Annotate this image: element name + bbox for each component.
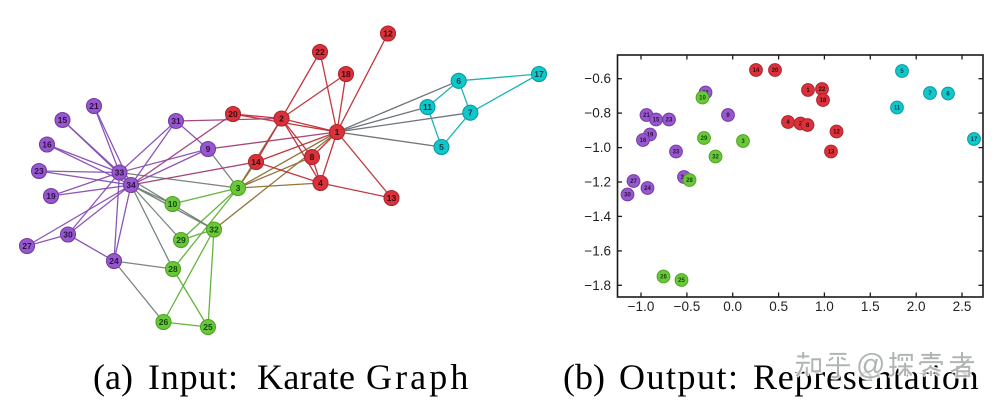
- svg-text:18: 18: [820, 98, 827, 104]
- svg-text:1: 1: [806, 88, 810, 94]
- svg-text:32: 32: [712, 155, 719, 161]
- svg-text:3: 3: [741, 139, 745, 145]
- svg-text:1.5: 1.5: [861, 299, 880, 314]
- svg-text:20: 20: [228, 109, 238, 119]
- svg-text:5: 5: [900, 69, 904, 75]
- svg-text:12: 12: [383, 29, 393, 39]
- svg-text:17: 17: [534, 69, 544, 79]
- svg-text:29: 29: [701, 136, 708, 142]
- svg-text:−1.0: −1.0: [584, 140, 611, 155]
- svg-text:5: 5: [439, 142, 444, 152]
- svg-text:−0.5: −0.5: [674, 299, 701, 314]
- svg-text:−1.2: −1.2: [584, 175, 611, 190]
- svg-text:−1.8: −1.8: [584, 278, 611, 293]
- svg-text:4: 4: [318, 178, 323, 188]
- svg-text:0.0: 0.0: [723, 299, 742, 314]
- svg-text:33: 33: [673, 150, 680, 156]
- svg-text:17: 17: [971, 137, 978, 143]
- svg-text:8: 8: [310, 152, 315, 162]
- svg-text:−1.4: −1.4: [584, 209, 611, 224]
- svg-text:18: 18: [341, 69, 351, 79]
- svg-text:8: 8: [806, 123, 810, 129]
- svg-text:−1.6: −1.6: [584, 243, 611, 258]
- svg-text:@: @: [856, 349, 885, 381]
- svg-text:22: 22: [315, 47, 325, 57]
- svg-text:6: 6: [456, 76, 461, 86]
- svg-text:25: 25: [678, 278, 685, 284]
- svg-text:3: 3: [236, 183, 241, 193]
- svg-text:16: 16: [640, 138, 647, 144]
- svg-text:22: 22: [819, 87, 826, 93]
- svg-text:2: 2: [279, 114, 284, 124]
- svg-text:28: 28: [168, 264, 178, 274]
- svg-text:−0.8: −0.8: [584, 106, 611, 121]
- svg-text:16: 16: [42, 140, 52, 150]
- svg-text:@: @: [856, 349, 885, 381]
- svg-text:26: 26: [660, 275, 667, 281]
- svg-text:13: 13: [828, 150, 835, 156]
- svg-text:27: 27: [22, 241, 32, 251]
- svg-text:7: 7: [928, 91, 932, 97]
- svg-text:25: 25: [203, 322, 213, 332]
- svg-text:11: 11: [423, 102, 432, 112]
- svg-text:10: 10: [699, 96, 706, 102]
- svg-text:2.0: 2.0: [907, 299, 926, 314]
- svg-text:23: 23: [666, 118, 673, 124]
- svg-text:34: 34: [126, 180, 136, 190]
- svg-text:4: 4: [786, 120, 790, 126]
- svg-text:1.0: 1.0: [815, 299, 834, 314]
- svg-text:0.5: 0.5: [769, 299, 788, 314]
- svg-text:7: 7: [468, 108, 473, 118]
- svg-text:−1.0: −1.0: [628, 299, 655, 314]
- svg-text:15: 15: [653, 118, 660, 124]
- svg-text:12: 12: [833, 130, 840, 136]
- svg-text:29: 29: [176, 235, 186, 245]
- svg-text:27: 27: [630, 179, 637, 185]
- svg-text:21: 21: [89, 101, 99, 111]
- svg-text:9: 9: [726, 113, 730, 119]
- svg-text:14: 14: [251, 157, 261, 167]
- svg-text:14: 14: [753, 68, 760, 74]
- svg-text:1: 1: [335, 127, 340, 137]
- svg-text:30: 30: [624, 193, 631, 199]
- svg-text:32: 32: [209, 225, 219, 235]
- svg-text:30: 30: [63, 230, 73, 240]
- svg-text:23: 23: [34, 166, 44, 176]
- svg-text:9: 9: [206, 144, 211, 154]
- svg-text:13: 13: [387, 193, 397, 203]
- svg-text:24: 24: [644, 186, 651, 192]
- svg-text:2.5: 2.5: [953, 299, 972, 314]
- svg-text:19: 19: [647, 133, 654, 139]
- svg-text:21: 21: [643, 113, 650, 119]
- svg-text:26: 26: [159, 317, 169, 327]
- svg-text:28: 28: [686, 178, 693, 184]
- svg-text:10: 10: [168, 199, 178, 209]
- svg-text:15: 15: [58, 115, 68, 125]
- svg-text:19: 19: [46, 191, 56, 201]
- svg-text:−0.6: −0.6: [584, 71, 611, 86]
- svg-text:6: 6: [946, 92, 950, 98]
- svg-text:33: 33: [115, 168, 125, 178]
- svg-text:24: 24: [109, 256, 119, 266]
- svg-text:11: 11: [894, 106, 901, 112]
- svg-text:31: 31: [171, 116, 181, 126]
- svg-text:20: 20: [772, 68, 779, 74]
